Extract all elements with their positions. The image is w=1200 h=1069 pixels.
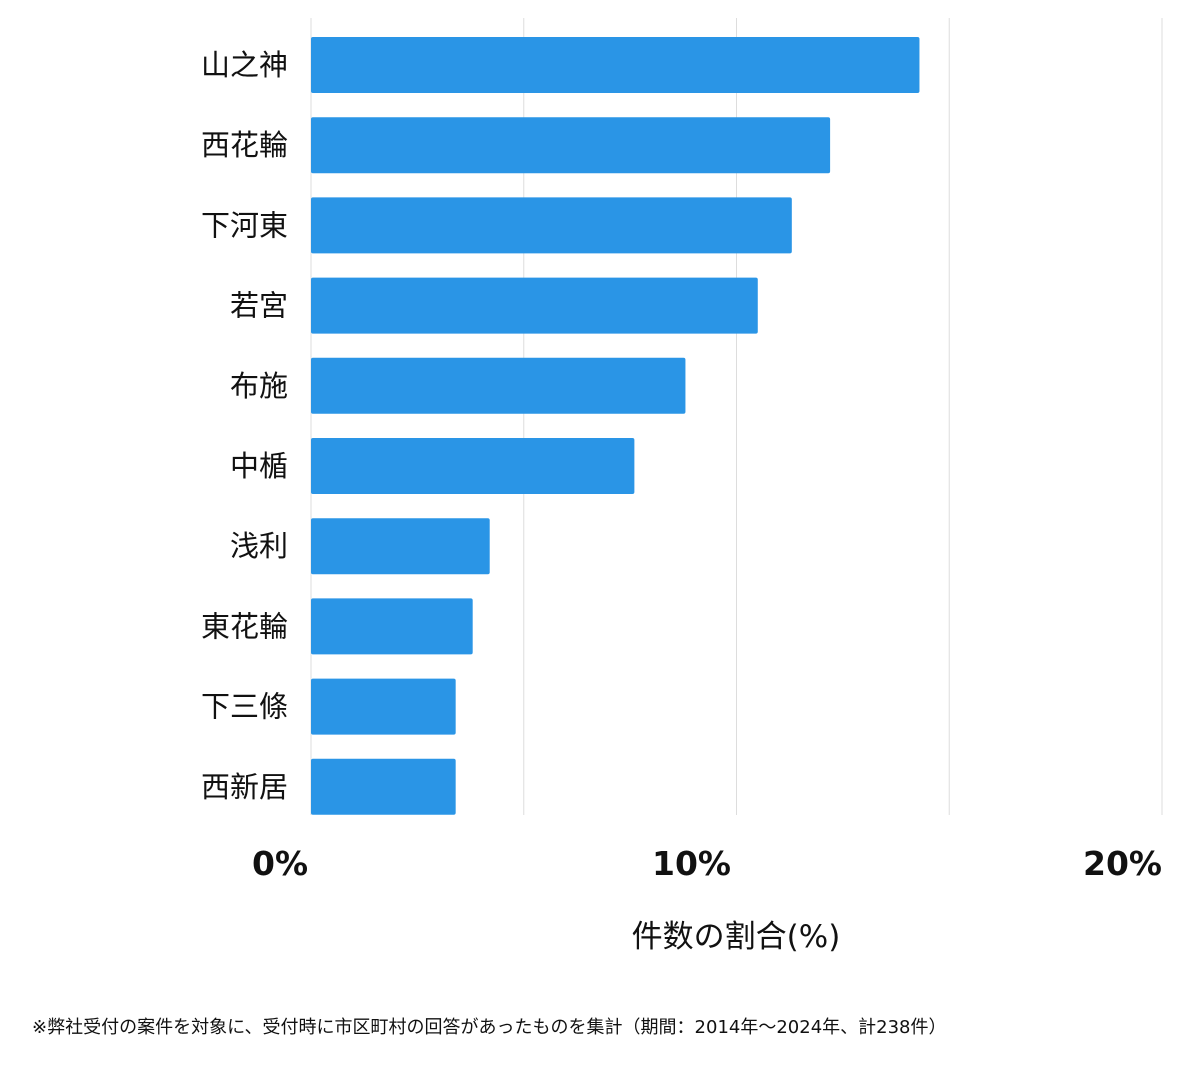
category-label: 西花輪 <box>201 128 288 162</box>
x-axis-ticks: 0% 10% 20% <box>252 844 1162 883</box>
bar <box>311 598 473 655</box>
category-label: 下河東 <box>201 208 288 242</box>
category-label: 布施 <box>230 369 288 403</box>
category-label: 山之神 <box>201 48 288 82</box>
category-label: 東花輪 <box>201 609 288 643</box>
bar <box>311 197 792 254</box>
bars <box>311 37 920 815</box>
category-label: 若宮 <box>230 289 288 323</box>
bar <box>311 277 758 334</box>
bar <box>311 357 686 414</box>
bar <box>311 438 635 494</box>
bar <box>311 117 831 174</box>
x-tick-label: 20% <box>1083 844 1162 883</box>
category-label: 中楯 <box>230 449 288 483</box>
bar <box>311 678 456 735</box>
bar <box>311 518 490 575</box>
bar <box>311 758 456 815</box>
footnote: ※弊社受付の案件を対象に、受付時に市区町村の回答があったものを集計（期間：201… <box>32 1017 947 1038</box>
category-label: 浅利 <box>230 529 288 563</box>
x-tick-label: 0% <box>252 844 308 883</box>
category-label: 下三條 <box>201 690 288 724</box>
x-axis-title: 件数の割合(%) <box>632 919 841 955</box>
x-tick-label: 10% <box>652 844 731 883</box>
bar <box>311 37 920 93</box>
category-label: 西新居 <box>201 770 288 804</box>
